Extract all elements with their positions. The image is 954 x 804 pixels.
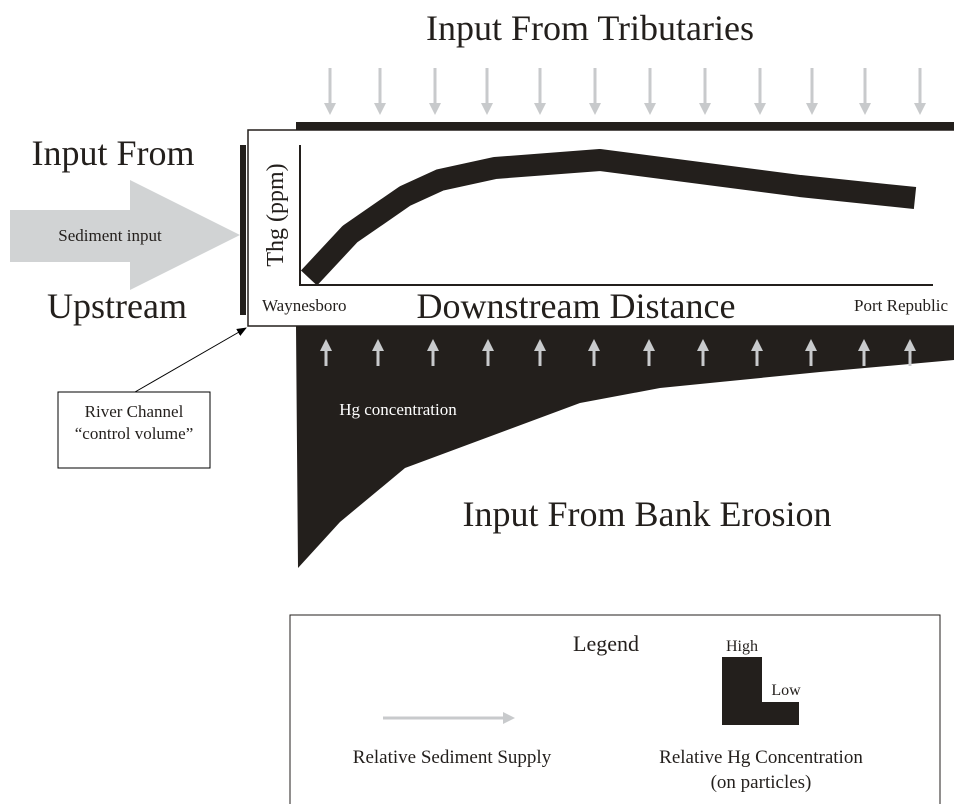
legend-hg2: (on particles) bbox=[711, 772, 812, 793]
callout-box bbox=[57, 391, 211, 469]
legend-hg1: Relative Hg Concentration bbox=[659, 747, 863, 768]
legend-title: Legend bbox=[573, 631, 639, 656]
legend-high: High bbox=[726, 638, 758, 655]
upstream-line1: Input From bbox=[31, 133, 194, 173]
y-label: Thg (ppm) bbox=[263, 163, 289, 266]
legend-low: Low bbox=[771, 682, 801, 699]
thg-curve bbox=[300, 149, 917, 286]
legend-shape bbox=[722, 657, 799, 725]
legend-sediment: Relative Sediment Supply bbox=[353, 747, 552, 768]
upstream-line2: Upstream bbox=[47, 286, 187, 326]
legend-box bbox=[289, 614, 941, 804]
end-label: Port Republic bbox=[854, 296, 948, 315]
bank-title: Input From Bank Erosion bbox=[463, 494, 832, 534]
sediment-label: Sediment input bbox=[58, 226, 162, 245]
start-label: Waynesboro bbox=[262, 296, 347, 315]
bank-shape bbox=[296, 326, 954, 568]
title: Input From Tributaries bbox=[426, 8, 754, 48]
callout-line2: “control volume” bbox=[75, 424, 194, 443]
bank-arrows bbox=[320, 339, 916, 366]
bank-label: Hg concentration bbox=[339, 400, 457, 419]
sediment-arrow bbox=[10, 180, 240, 290]
upstream-bar bbox=[240, 145, 246, 315]
tributary-bar bbox=[296, 122, 954, 130]
callout-line1: River Channel bbox=[85, 402, 184, 421]
tributary-arrows bbox=[324, 68, 926, 115]
x-label: Downstream Distance bbox=[417, 286, 736, 326]
callout-arrow bbox=[134, 327, 247, 393]
